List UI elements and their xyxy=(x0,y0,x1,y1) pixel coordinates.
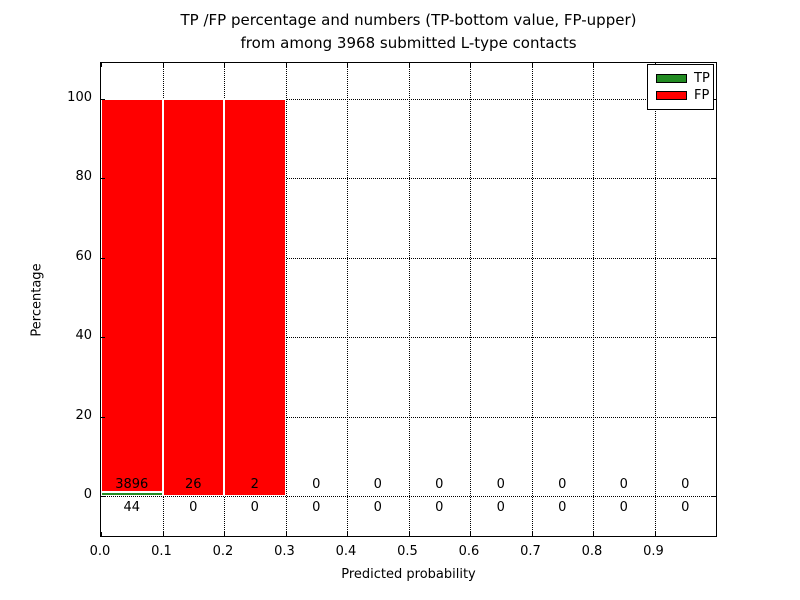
fp-count-label: 0 xyxy=(681,477,690,493)
y-tick-right xyxy=(712,337,716,339)
x-tick-label: 0.3 xyxy=(274,544,295,559)
legend-item-tp: TP xyxy=(656,70,710,86)
x-tick-bottom xyxy=(285,532,287,536)
x-tick-label: 0.8 xyxy=(581,544,603,559)
y-tick-left xyxy=(101,178,105,180)
legend-item-fp: FP xyxy=(656,88,710,104)
y-tick-right xyxy=(712,496,716,498)
x-tick-bottom xyxy=(162,532,164,536)
tp-count-label: 0 xyxy=(435,500,444,516)
x-gridline xyxy=(531,63,533,536)
x-tick-label: 0.1 xyxy=(151,544,172,559)
y-tick-label: 20 xyxy=(75,407,92,423)
x-tick-top xyxy=(531,63,533,67)
fp-count-label: 0 xyxy=(496,477,505,493)
fp-count-label: 2 xyxy=(250,477,259,493)
tp-count-label: 0 xyxy=(619,500,628,516)
x-tick-top xyxy=(285,63,287,67)
x-tick-top xyxy=(470,63,471,67)
x-gridline xyxy=(470,63,471,536)
tp-legend-swatch-icon xyxy=(656,73,687,83)
bar-fp-segment xyxy=(162,98,224,497)
fp-count-label: 0 xyxy=(312,477,321,493)
chart-title-line-2: from among 3968 submitted L-type contact… xyxy=(240,33,577,52)
x-tick-label: 0.2 xyxy=(212,544,234,559)
y-tick-left xyxy=(101,257,105,259)
legend-label-fp: FP xyxy=(694,88,710,104)
tp-count-label: 44 xyxy=(123,500,141,516)
x-gridline xyxy=(408,63,410,536)
x-tick-bottom xyxy=(224,532,225,536)
x-tick-bottom xyxy=(593,532,594,536)
chart-title: TP /FP percentage and numbers (TP-bottom… xyxy=(100,9,717,54)
fp-count-label: 26 xyxy=(184,477,202,493)
fp-count-label: 0 xyxy=(373,477,382,493)
tp-count-label: 0 xyxy=(189,500,198,516)
chart-title-line-1: TP /FP percentage and numbers (TP-bottom… xyxy=(180,11,637,29)
tp-count-label: 0 xyxy=(373,500,382,516)
y-tick-right xyxy=(712,416,716,418)
y-tick-label: 100 xyxy=(67,89,92,105)
x-tick-top xyxy=(162,63,164,67)
x-tick-bottom xyxy=(531,532,533,536)
x-tick-label: 0.6 xyxy=(458,544,480,559)
fp-count-label: 3896 xyxy=(115,477,149,493)
x-tick-label: 0.4 xyxy=(335,544,357,559)
x-axis-label: Predicted probability xyxy=(341,567,476,582)
x-tick-bottom xyxy=(101,532,102,536)
y-tick-right xyxy=(712,178,716,180)
x-tick-label: 0.7 xyxy=(520,544,541,559)
x-tick-top xyxy=(347,63,348,67)
fp-count-label: 0 xyxy=(558,477,567,493)
y-tick-left xyxy=(101,98,105,100)
x-tick-bottom xyxy=(408,532,410,536)
x-gridline xyxy=(654,63,656,536)
y-tick-label: 40 xyxy=(75,328,92,344)
y-tick-label: 60 xyxy=(75,248,92,264)
x-tick-label: 0.9 xyxy=(643,544,664,559)
y-tick-left xyxy=(101,496,105,498)
y-axis-label: Percentage xyxy=(29,263,45,337)
tp-count-label: 0 xyxy=(250,500,259,516)
fp-count-label: 0 xyxy=(435,477,444,493)
x-tick-top xyxy=(408,63,410,67)
x-gridline xyxy=(593,63,594,536)
x-tick-label: 0.5 xyxy=(397,544,418,559)
fp-count-label: 0 xyxy=(619,477,628,493)
x-tick-top xyxy=(224,63,225,67)
x-tick-top xyxy=(101,63,102,67)
y-tick-right xyxy=(712,257,716,259)
y-tick-label: 80 xyxy=(75,169,92,185)
y-tick-left xyxy=(101,337,105,339)
tp-count-label: 0 xyxy=(681,500,690,516)
tp-count-label: 0 xyxy=(496,500,505,516)
x-tick-bottom xyxy=(654,532,656,536)
x-gridline xyxy=(347,63,348,536)
legend-label-tp: TP xyxy=(694,70,710,86)
plot-area: 3896 44 26 0 2 0 0 0 0 0 0 0 0 0 0 0 0 0 0 0 xyxy=(100,62,717,537)
y-tick-label: 0 xyxy=(83,487,92,503)
y-tick-left xyxy=(101,416,105,418)
x-tick-top xyxy=(593,63,594,67)
tp-count-label: 0 xyxy=(312,500,321,516)
fp-legend-swatch-icon xyxy=(656,91,687,101)
bar-fp-segment xyxy=(224,98,286,497)
x-gridline xyxy=(285,63,287,536)
bar-tp-segment xyxy=(101,491,163,497)
bar-fp-segment xyxy=(101,98,163,492)
tp-count-label: 0 xyxy=(558,500,567,516)
x-tick-bottom xyxy=(347,532,348,536)
x-tick-bottom xyxy=(470,532,471,536)
y-tick-right xyxy=(712,98,716,100)
x-tick-label: 0.0 xyxy=(89,544,111,559)
legend: TP FP xyxy=(647,64,714,110)
